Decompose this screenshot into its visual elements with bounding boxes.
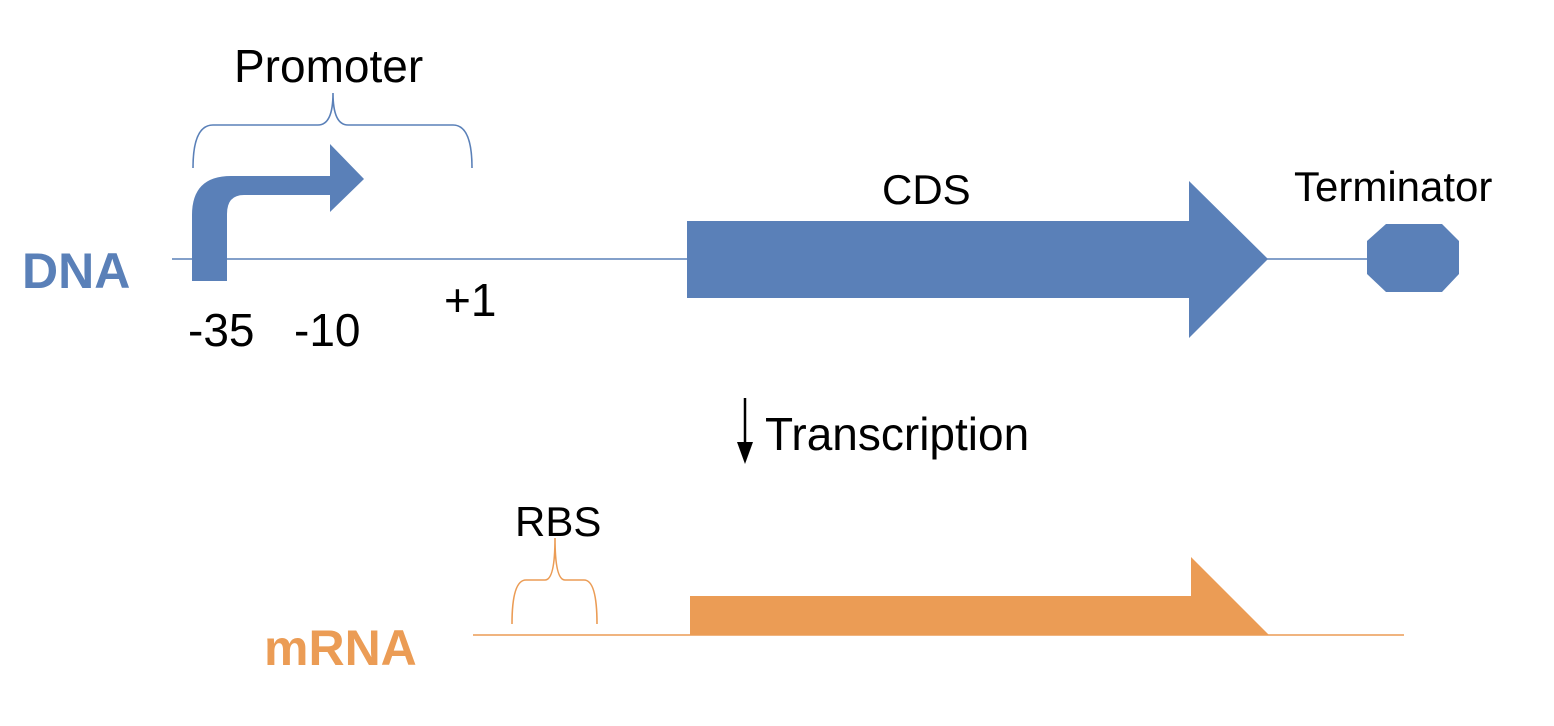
promoter-label: Promoter (234, 40, 423, 92)
cds-block-arrow (687, 181, 1268, 338)
cds-label: CDS (882, 166, 971, 213)
dna-section: DNA Promoter -35 -10 +1 CDS Terminator (22, 40, 1492, 356)
transcription-step: Transcription (737, 398, 1029, 464)
minus35-label: -35 (188, 304, 254, 356)
terminator-label: Terminator (1294, 163, 1492, 210)
rbs-label: RBS (515, 498, 601, 545)
dna-strand-label: DNA (22, 243, 130, 299)
rbs-brace (511, 537, 598, 625)
transcription-label: Transcription (765, 408, 1029, 460)
mrna-coding-arrow (690, 557, 1269, 635)
promoter-bent-arrow (192, 144, 364, 281)
promoter-brace (192, 92, 473, 169)
minus10-label: -10 (294, 304, 360, 356)
terminator-octagon (1367, 224, 1459, 292)
plus1-label: +1 (444, 274, 496, 326)
transcription-arrow-head (737, 442, 753, 464)
mrna-section: mRNA RBS (264, 498, 1404, 676)
mrna-strand-label: mRNA (264, 620, 417, 676)
